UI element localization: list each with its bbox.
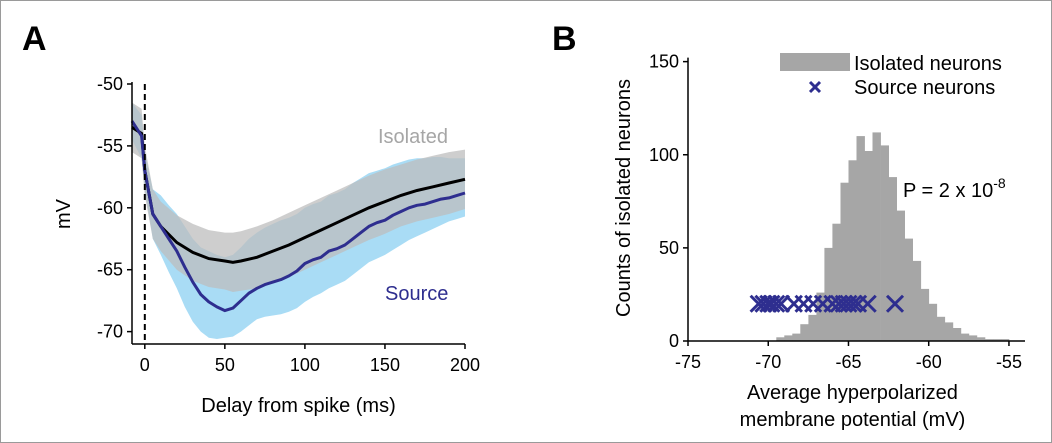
histogram-bar xyxy=(944,322,954,341)
histogram-bar xyxy=(808,314,817,341)
histogram-bar xyxy=(792,333,801,341)
panel-b-x-tick-label: -75 xyxy=(675,352,701,372)
panel-a-axes: 0 50 100 150 200 -50 -55 -60 -65 -70 xyxy=(97,74,480,375)
panel-b-axes: -75 -70 -65 -60 -55 0 50 100 150 xyxy=(649,52,1025,372)
histogram-bar xyxy=(880,145,889,341)
panel-b-y-tick-label: 100 xyxy=(649,145,679,165)
source-neuron-marker xyxy=(772,294,791,313)
panel-b-x-tick-label: -60 xyxy=(916,352,942,372)
source-mean-line xyxy=(130,120,466,313)
panel-b-legend: Isolated neurons Source neurons xyxy=(780,53,1002,99)
histogram-bar xyxy=(984,339,994,341)
panel-a-y-tick-label: -50 xyxy=(97,74,123,94)
histogram-bar xyxy=(968,335,978,341)
panel-a-bands xyxy=(132,102,465,339)
panel-b-ylabel: Counts of isolated neurons xyxy=(613,79,635,317)
panel-b-xlabel-line1: Average hyperpolarized xyxy=(747,382,958,404)
histogram-bar xyxy=(840,182,849,341)
panel-a-ylabel: mV xyxy=(53,198,75,229)
x-marker-stroke xyxy=(885,294,905,313)
legend-x-marker xyxy=(808,80,822,94)
panel-b-xlabel-line2: membrane potential (mV) xyxy=(740,409,966,431)
histogram-bar xyxy=(872,132,881,341)
histogram-bar xyxy=(864,151,873,341)
p-value-annotation: P = 2 x 10-8 xyxy=(903,175,1006,202)
x-marker-stroke xyxy=(844,294,863,313)
panel-a-x-tick-label: 100 xyxy=(290,355,320,375)
histogram-bar xyxy=(904,238,913,341)
histogram-bar xyxy=(824,247,833,341)
histogram-bar xyxy=(776,337,785,341)
panel-b-x-tick-label: -70 xyxy=(755,352,781,372)
panel-a-x-tick-label: 0 xyxy=(140,355,150,375)
p-value-exponent: -8 xyxy=(993,175,1006,191)
histogram-bar xyxy=(816,292,825,341)
histogram-bar xyxy=(888,177,897,341)
source-neuron-marker xyxy=(885,294,905,313)
x-marker-stroke xyxy=(772,294,791,313)
panel-b-y-tick-label: 150 xyxy=(649,52,679,72)
histogram-bar xyxy=(784,335,793,341)
panel-b-y-tick-label: 0 xyxy=(669,331,679,351)
panel-b-histogram xyxy=(776,132,1010,342)
panel-a-y-tick-label: -70 xyxy=(97,322,123,342)
panel-a-x-tick-label: 150 xyxy=(370,355,400,375)
histogram-bar xyxy=(896,210,905,341)
panel-b-markers xyxy=(749,294,905,313)
histogram-bar xyxy=(856,136,865,341)
source-neuron-marker xyxy=(759,294,778,313)
legend-label-source: Source neurons xyxy=(854,77,995,99)
panel-b-y-tick-label: 50 xyxy=(659,238,679,258)
histogram-bar xyxy=(920,288,930,341)
histogram-bar xyxy=(832,223,841,341)
panel-a-x-tick-label: 200 xyxy=(450,355,480,375)
histogram-bar xyxy=(936,316,946,341)
legend-label-isolated: Isolated neurons xyxy=(854,53,1002,75)
x-marker-stroke xyxy=(754,294,773,313)
histogram-bar xyxy=(960,333,970,341)
source-neuron-marker xyxy=(767,294,786,313)
histogram-bar xyxy=(848,160,857,341)
panel-a-xlabel: Delay from spike (ms) xyxy=(201,395,395,417)
panel-a-y-tick-label: -60 xyxy=(97,198,123,218)
panel-b-x-tick-label: -55 xyxy=(996,352,1022,372)
x-marker-stroke xyxy=(759,294,778,313)
panel-a-x-tick-label: 50 xyxy=(215,355,235,375)
legend-marker-source xyxy=(808,80,822,94)
annotation-source: Source xyxy=(385,283,448,305)
histogram-bar xyxy=(800,324,809,341)
isolated-sem-band xyxy=(132,102,465,292)
panel-b-x-tick-label: -65 xyxy=(835,352,861,372)
panel-a-lines xyxy=(130,120,466,313)
histogram-bar xyxy=(1000,339,1010,341)
x-marker-stroke xyxy=(858,294,877,313)
source-neuron-marker xyxy=(754,294,773,313)
histogram-bar xyxy=(928,303,938,342)
panel-b-chart: -75 -70 -65 -60 -55 0 50 100 150 Average hyperpo… xyxy=(613,52,1025,431)
source-neuron-marker xyxy=(858,294,877,313)
histogram-bar xyxy=(952,328,962,341)
panel-b-letter: B xyxy=(552,20,577,58)
x-marker-stroke xyxy=(767,294,786,313)
panel-a-y-tick-label: -55 xyxy=(97,136,123,156)
annotation-isolated: Isolated xyxy=(378,126,448,148)
panel-a-y-tick-label: -65 xyxy=(97,260,123,280)
x-marker-stroke xyxy=(808,80,822,94)
histogram-bar xyxy=(912,260,922,341)
p-value-text: P = 2 x 10 xyxy=(903,180,993,202)
histogram-bar xyxy=(976,337,986,341)
source-neuron-marker xyxy=(844,294,863,313)
panel-a-letter: A xyxy=(22,20,47,58)
panel-a-chart: 0 50 100 150 200 -50 -55 -60 -65 -70 Delay from s… xyxy=(53,74,480,417)
histogram-bar xyxy=(992,339,1002,341)
legend-swatch-isolated xyxy=(780,53,850,71)
